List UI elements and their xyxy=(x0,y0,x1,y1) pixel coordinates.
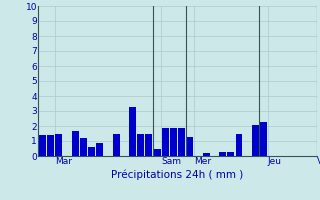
Bar xyxy=(129,106,136,156)
Bar xyxy=(252,124,259,156)
Bar xyxy=(260,121,267,156)
Bar xyxy=(137,134,144,156)
Bar xyxy=(154,148,161,156)
Bar xyxy=(96,142,103,156)
Bar xyxy=(146,134,152,156)
Bar xyxy=(113,134,120,156)
Bar xyxy=(219,152,226,156)
Bar xyxy=(187,137,193,156)
Bar xyxy=(236,134,243,156)
Bar xyxy=(47,135,54,156)
Bar xyxy=(80,138,87,156)
Bar xyxy=(170,128,177,156)
X-axis label: Précipitations 24h ( mm ): Précipitations 24h ( mm ) xyxy=(111,169,244,180)
Bar xyxy=(203,153,210,156)
Bar xyxy=(162,128,169,156)
Bar xyxy=(178,128,185,156)
Bar xyxy=(88,147,95,156)
Bar xyxy=(72,130,79,156)
Bar xyxy=(227,152,234,156)
Bar xyxy=(39,135,46,156)
Bar xyxy=(55,134,62,156)
